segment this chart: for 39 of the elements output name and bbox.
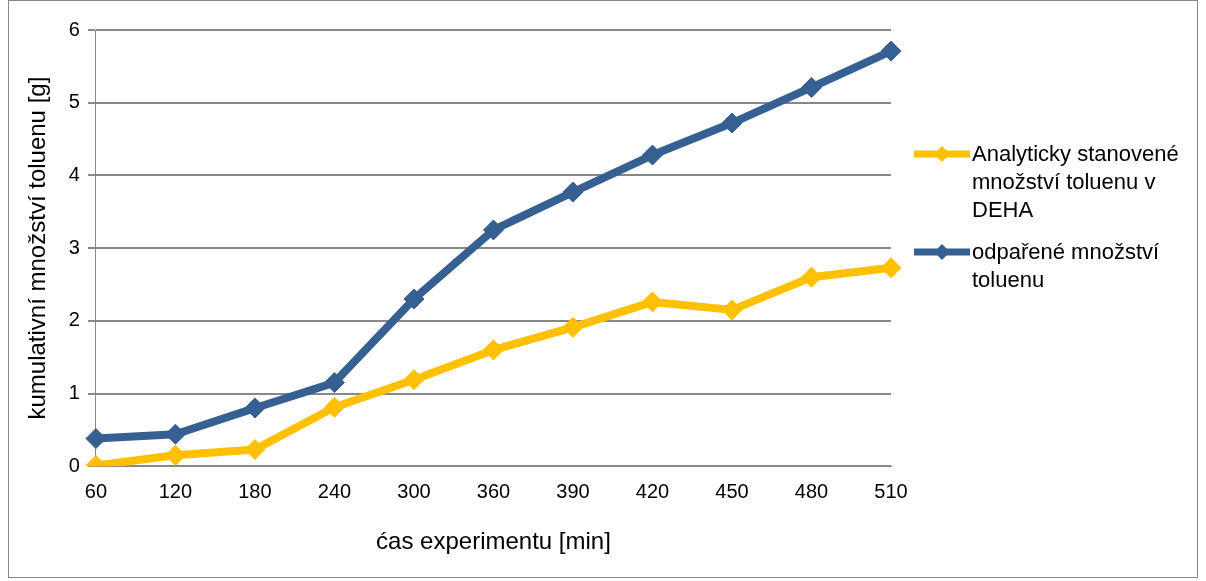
- y-tick-label: 5: [68, 90, 80, 113]
- y-tick-label: 4: [68, 162, 80, 185]
- point: [323, 372, 345, 394]
- x-tick-label: 360: [476, 479, 511, 502]
- x-tick-label: 420: [635, 479, 670, 502]
- x-tick-label: 60: [84, 479, 108, 502]
- point: [482, 219, 504, 241]
- point: [403, 369, 425, 391]
- y-tick-label: 0: [68, 453, 80, 476]
- x-tick-label: 300: [397, 479, 431, 502]
- legend-label: Analyticky stanovené množství toluenu v DEHA: [972, 140, 1180, 224]
- point: [403, 288, 425, 310]
- y-tick-label: 2: [68, 308, 80, 331]
- x-tick-label: 120: [158, 479, 193, 502]
- point: [641, 144, 663, 166]
- point: [562, 316, 584, 338]
- y-tick-label: 3: [68, 235, 80, 258]
- point: [880, 40, 902, 62]
- x-tick-label: 390: [556, 479, 590, 502]
- x-tick-label: 510: [874, 479, 908, 502]
- y-axis-title: kumulativní množství toluenu [g]: [23, 76, 51, 420]
- x-tick-label: 450: [715, 479, 749, 502]
- point: [244, 397, 266, 419]
- point: [800, 76, 822, 98]
- point: [323, 396, 345, 418]
- point: [721, 112, 743, 134]
- x-tick-label: 240: [317, 479, 352, 502]
- point: [641, 291, 663, 313]
- x-tick-label: 180: [238, 479, 272, 502]
- point: [880, 257, 902, 279]
- point: [800, 266, 822, 288]
- point: [562, 181, 584, 203]
- legend-label: odpařené množství toluenu: [972, 238, 1161, 294]
- point: [482, 339, 504, 361]
- x-tick-label: 480: [794, 479, 829, 502]
- point: [164, 444, 186, 466]
- y-tick-label: 1: [68, 381, 80, 404]
- x-axis-title: ćas experimentu [min]: [376, 527, 611, 555]
- y-tick-label: 6: [68, 17, 80, 40]
